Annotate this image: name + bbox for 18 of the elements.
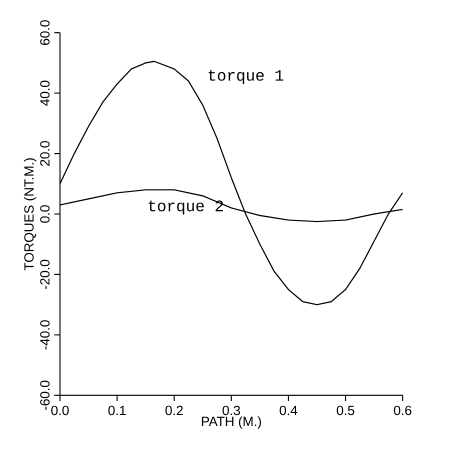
y-tick-label: -60.0 (40, 380, 50, 410)
x-tick-label: 0.4 (280, 406, 298, 416)
y-tick-label: 0.0 (40, 205, 50, 223)
y-tick-label: -20.0 (40, 260, 50, 290)
y-tick-label: 40.0 (40, 80, 50, 106)
x-tick-label: 0.3 (222, 406, 240, 416)
x-tick-label: 0.5 (336, 406, 354, 416)
x-tick-label: 0.1 (108, 406, 126, 416)
x-tick-label: 0.0 (51, 406, 69, 416)
y-tick-label: 20.0 (40, 141, 50, 166)
y-axis-title: TORQUES (NT.M.) (24, 158, 36, 270)
x-tick-label: 0.6 (394, 406, 412, 416)
x-axis-title: PATH (M.) (202, 416, 261, 429)
y-tick-label: 60.0 (40, 20, 50, 45)
series-label: torque 1 (208, 70, 284, 84)
y-tick-label: -40.0 (40, 320, 50, 350)
x-tick-label: 0.2 (165, 406, 183, 416)
series-label: torque 2 (148, 200, 223, 215)
